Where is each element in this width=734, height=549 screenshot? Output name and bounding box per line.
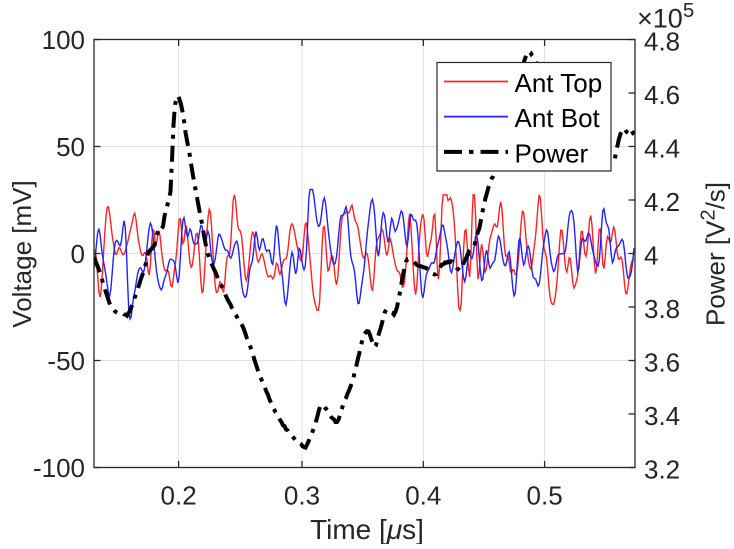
svg-text:4.8: 4.8 (644, 27, 680, 57)
svg-text:0.2: 0.2 (161, 481, 197, 511)
svg-text:3.8: 3.8 (644, 294, 680, 324)
svg-text:50: 50 (56, 132, 85, 162)
svg-text:-50: -50 (47, 346, 85, 376)
svg-text:3.6: 3.6 (644, 348, 680, 378)
svg-text:100: 100 (42, 25, 85, 55)
svg-text:3.2: 3.2 (644, 455, 680, 485)
svg-text:Time [μs]: Time [μs] (310, 514, 424, 544)
svg-text:4.4: 4.4 (644, 134, 680, 164)
svg-text:Power: Power (515, 138, 589, 168)
svg-text:Voltage [mV]: Voltage [mV] (7, 180, 37, 327)
svg-text:0.4: 0.4 (405, 481, 441, 511)
svg-text:Ant Top: Ant Top (515, 68, 603, 98)
svg-text:4: 4 (644, 241, 658, 271)
svg-text:0.3: 0.3 (284, 481, 320, 511)
svg-text:4.6: 4.6 (644, 80, 680, 110)
svg-text:Power [V2/s]: Power [V2/s] (698, 182, 731, 326)
svg-text:0.5: 0.5 (527, 481, 563, 511)
svg-text:-100: -100 (33, 453, 85, 483)
svg-text:Ant Bot: Ant Bot (515, 103, 601, 133)
svg-text:0: 0 (71, 239, 85, 269)
svg-text:4.2: 4.2 (644, 187, 680, 217)
svg-text:3.4: 3.4 (644, 401, 680, 431)
